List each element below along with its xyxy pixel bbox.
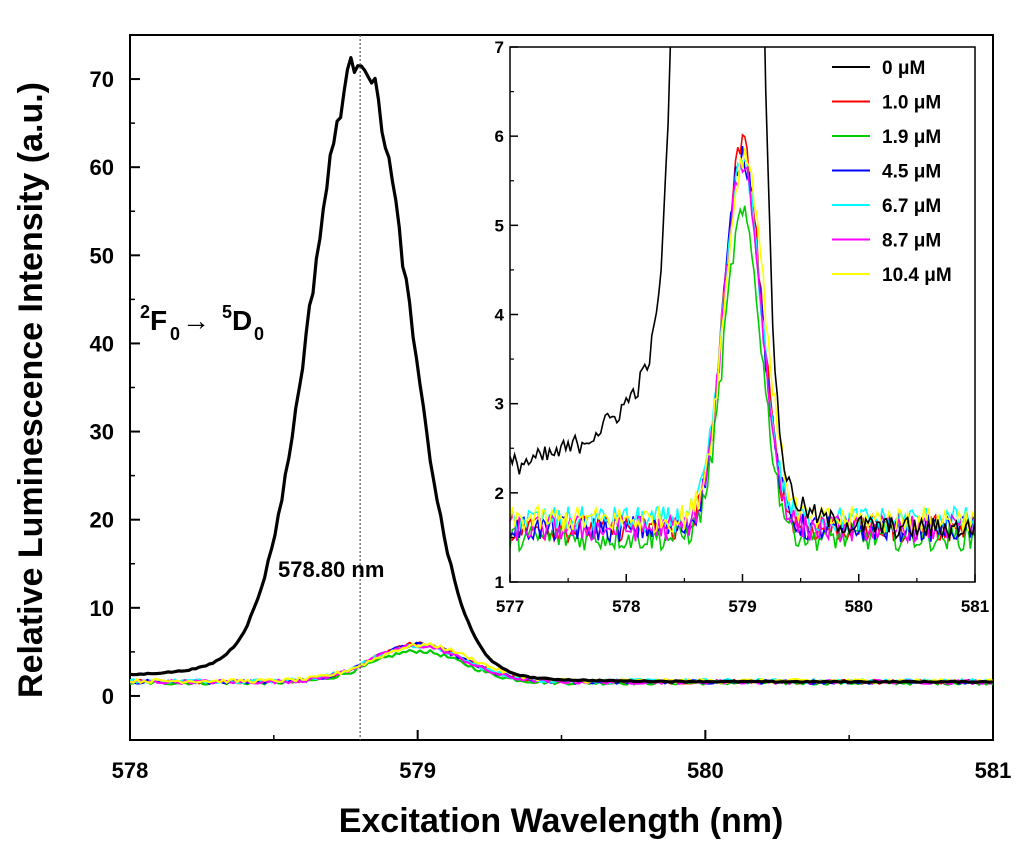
inset-x-tick-label: 578: [612, 597, 640, 616]
y-axis-title: Relative Luminescence Intensity (a.u.): [12, 82, 50, 698]
y-tick-label: 10: [90, 596, 114, 621]
legend-label: 8.7 μM: [882, 231, 941, 252]
legend-label: 1.9 μM: [882, 127, 941, 148]
legend-label: 4.5 μM: [882, 162, 941, 183]
inset-y-tick-label: 4: [495, 306, 505, 325]
x-tick-label: 581: [975, 758, 1012, 783]
inset-series-line: [510, 147, 975, 535]
y-tick-label: 0: [102, 684, 114, 709]
y-tick-label: 50: [90, 243, 114, 268]
y-tick-label: 70: [90, 67, 114, 92]
inset-y-tick-label: 2: [495, 484, 504, 503]
inset-y-tick-label: 7: [495, 38, 504, 57]
y-tick-label: 20: [90, 508, 114, 533]
legend-label: 10.4 μM: [882, 265, 952, 286]
transition-label: 2 F 0 → 5 D 0: [140, 302, 264, 344]
transition-term2: D: [232, 305, 252, 336]
main-series-line: [130, 642, 993, 685]
main-series-line: [130, 641, 993, 685]
y-tick-label: 40: [90, 331, 114, 356]
main-series-line: [130, 643, 993, 685]
main-series-group: [130, 55, 993, 686]
x-tick-label: 579: [399, 758, 436, 783]
transition-term1: F: [150, 305, 167, 336]
legend-label: 0 μM: [882, 58, 925, 79]
inset-x-tick-label: 581: [961, 597, 989, 616]
inset-x-tick-label: 579: [728, 597, 756, 616]
transition-sub2: 0: [254, 324, 264, 344]
transition-sub1: 0: [170, 324, 180, 344]
transition-arrow: →: [182, 305, 210, 336]
x-axis-title: Excitation Wavelength (nm): [339, 802, 784, 840]
inset-y-tick-label: 3: [495, 395, 504, 414]
inset-legend: 0 μM 1.0 μM 1.9 μM 4.5 μM 6.7 μM 8.7 μM 10.4 μ…: [832, 58, 952, 286]
x-tick-label: 580: [687, 758, 724, 783]
inset-y-tick-label: 1: [495, 573, 504, 592]
legend-label: 6.7 μM: [882, 196, 941, 217]
x-tick-label: 578: [112, 758, 149, 783]
transition-sup2: 5: [222, 302, 232, 322]
y-tick-label: 60: [90, 155, 114, 180]
inset-y-tick-label: 6: [495, 127, 504, 146]
inset-series-group: [510, 47, 975, 554]
main-series-line: [130, 55, 993, 684]
main-series-line: [130, 641, 993, 685]
inset-ticks: 577 578 579 580 581 1 2 3 4 5 6 7: [495, 38, 990, 616]
inset-x-tick-label: 577: [496, 597, 524, 616]
y-tick-label: 30: [90, 420, 114, 445]
transition-sup1: 2: [140, 302, 150, 322]
inset-y-tick-label: 5: [495, 216, 504, 235]
legend-label: 1.0 μM: [882, 93, 941, 114]
inset-series-line: [510, 161, 975, 545]
inset-series-line: [510, 47, 975, 542]
peak-wavelength-label: 578.80 nm: [278, 557, 384, 582]
inset-x-tick-label: 580: [845, 597, 873, 616]
